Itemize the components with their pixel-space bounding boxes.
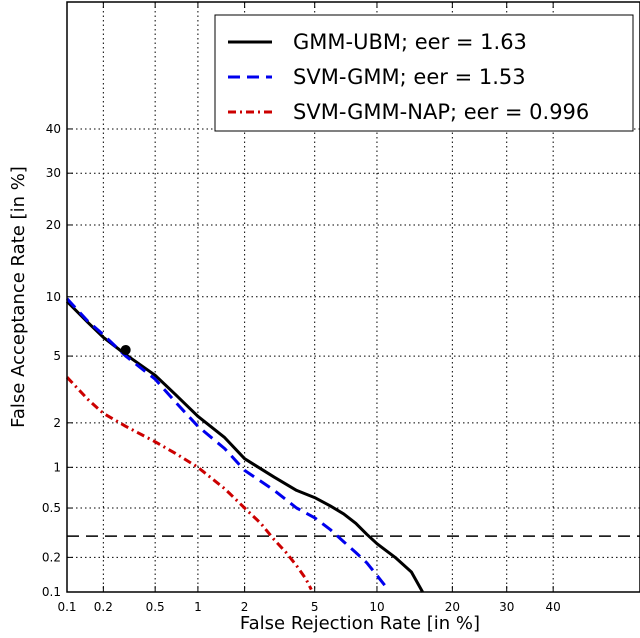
legend-label-2: SVM-GMM; eer = 1.53 — [293, 65, 526, 89]
series-line-3 — [65, 376, 313, 591]
y-tick-label: 0.5 — [42, 501, 61, 515]
x-tick-label: 30 — [499, 600, 514, 614]
y-ticks: 0.1 0.2 0.5 1 2 5 10 20 30 40 — [42, 122, 73, 599]
x-tick-label: 5 — [311, 600, 319, 614]
y-axis-title: False Acceptance Rate [in %] — [8, 166, 29, 428]
x-tick-label: 40 — [546, 600, 561, 614]
x-tick-label: 2 — [241, 600, 249, 614]
legend: GMM-UBM; eer = 1.63 SVM-GMM; eer = 1.53 SV… — [214, 14, 634, 132]
x-ticks: 0.1 0.2 0.5 1 2 5 10 20 30 40 — [57, 2, 561, 614]
y-tick-label: 2 — [53, 416, 61, 430]
x-tick-label: 0.1 — [57, 600, 76, 614]
operating-point-marker — [120, 344, 131, 355]
x-tick-label: 0.2 — [94, 600, 113, 614]
legend-box — [214, 14, 634, 132]
legend-label-3: SVM-GMM-NAP; eer = 0.996 — [293, 100, 589, 124]
x-tick-label: 20 — [445, 600, 460, 614]
y-tick-label: 0.2 — [42, 550, 61, 564]
x-axis-title: False Rejection Rate [in %] — [240, 613, 480, 634]
y-tick-label: 20 — [46, 218, 61, 232]
y-tick-label: 0.1 — [42, 585, 61, 599]
y-tick-label: 10 — [46, 290, 61, 304]
y-tick-label: 1 — [53, 460, 61, 474]
y-tick-label: 40 — [46, 122, 61, 136]
x-tick-label: 0.5 — [146, 600, 165, 614]
y-tick-label: 30 — [46, 166, 61, 180]
x-tick-label: 1 — [194, 600, 202, 614]
legend-label-1: GMM-UBM; eer = 1.63 — [293, 30, 527, 54]
y-tick-label: 5 — [53, 349, 61, 363]
markers — [120, 344, 131, 355]
x-tick-label: 10 — [369, 600, 384, 614]
series-line-1 — [65, 300, 424, 593]
